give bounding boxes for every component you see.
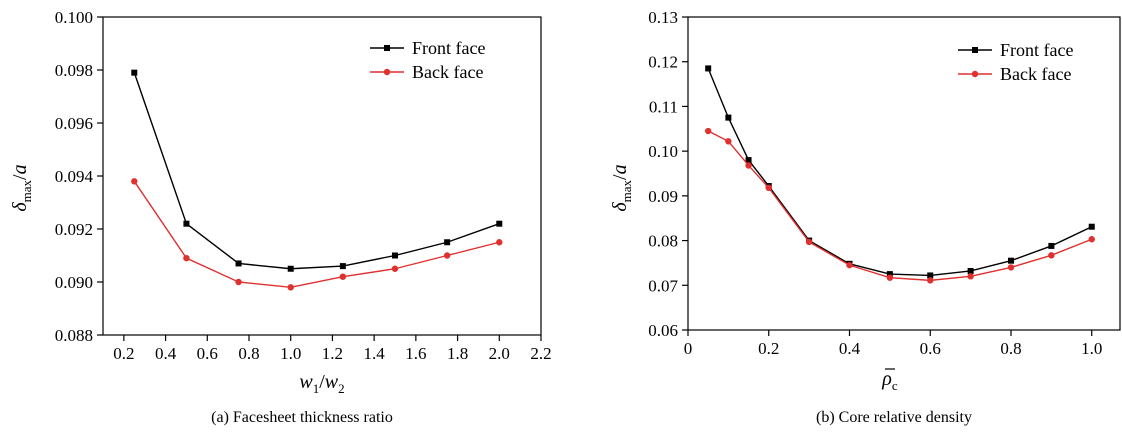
chart-b-y-tick-label: 0.11 <box>649 97 678 116</box>
chart-a-x-tick-label: 1.8 <box>447 344 468 363</box>
chart-a-series-front-face-point <box>287 265 294 272</box>
chart-b-x-tick-label: 0.4 <box>839 339 861 358</box>
chart-a-series-back-face-point <box>287 284 294 291</box>
chart-b-series-front-face-point <box>725 114 732 121</box>
chart-b-plot-frame <box>687 16 1121 331</box>
chart-a-series-back-face-point <box>183 254 190 262</box>
chart-b-x-tick-label: 0 <box>684 339 693 358</box>
chart-a-y-tick-label: 0.100 <box>55 8 93 27</box>
chart-b-series-back-face-point <box>1048 252 1055 259</box>
chart-b-series-front-face-point <box>886 271 893 278</box>
chart-a-series-front-face-line <box>133 72 500 270</box>
chart-b-y-tick-label: 0.09 <box>648 187 678 206</box>
chart-a-x-tick-label: 0.2 <box>113 344 134 363</box>
chart-a-legend-back-face-label: Back face <box>412 62 483 82</box>
chart-a-series-back-face-point <box>443 252 451 259</box>
chart-b-series-back-face-point <box>927 277 934 284</box>
chart-a-y-tick-label: 0.098 <box>55 61 93 80</box>
chart-b-x-tick-label: 0.8 <box>1000 339 1021 358</box>
chart-b-legend-back-face-label: Back face <box>1000 64 1071 84</box>
chart-a-xlabel: w1/w2 <box>299 371 344 396</box>
chart-a-x-tick-label: 2.0 <box>489 344 510 363</box>
chart-b-caption: (b) Core relative density <box>816 409 972 426</box>
chart-b-x-tick-label: 0.6 <box>920 339 941 358</box>
chart-a-series-front-face-point <box>444 239 451 246</box>
chart-a-x-tick-label: 1.2 <box>322 344 343 363</box>
chart-a-series-front-face-point <box>339 263 346 270</box>
chart-b-x-tick-label: 0.2 <box>758 339 779 358</box>
chart-a-series-back-face-point <box>235 278 242 286</box>
chart-b-legend-front-face-label: Front face <box>1000 40 1073 60</box>
chart-a-x-tick-label: 1.6 <box>405 344 426 363</box>
chart-a-ylabel: δmax/a <box>9 164 34 211</box>
chart-a-y-tick-label: 0.090 <box>55 273 93 292</box>
chart-a-legend-back-face-marker <box>383 68 391 76</box>
chart-b-xlabel: ρc <box>881 368 898 393</box>
chart-b-y-tick-label: 0.10 <box>648 142 678 161</box>
chart-a-y-tick-label: 0.094 <box>55 167 94 186</box>
chart-b-series-front-face-point <box>705 65 712 72</box>
chart-b-series-back-face-point <box>725 138 732 145</box>
chart-b-legend-back-face-marker <box>971 70 979 78</box>
chart-b-x-tick-label: 1.0 <box>1081 339 1102 358</box>
chart-a-series-back-face-point <box>391 265 399 272</box>
chart-b-series-back-face-point <box>1088 236 1095 243</box>
chart-a-x-tick-label: 1.4 <box>364 344 386 363</box>
svg-text:ρc: ρc <box>881 368 898 393</box>
svg-text:δmax/a: δmax/a <box>609 164 634 211</box>
chart-a-series-front-face-point <box>392 252 398 259</box>
chart-a-y-tick-label: 0.088 <box>55 326 93 345</box>
chart-b-series-front-face-point <box>927 272 934 279</box>
chart-a-y-tick-label: 0.096 <box>55 114 93 133</box>
chart-a-x-tick-label: 0.4 <box>155 344 177 363</box>
chart-a-legend-front-face-label: Front face <box>412 38 485 58</box>
chart-a-x-tick-label: 0.6 <box>197 344 218 363</box>
svg-text:δmax/a: δmax/a <box>9 164 34 211</box>
chart-b-series-front-face-point <box>1048 242 1055 249</box>
chart-b-y-tick-label: 0.08 <box>648 232 678 251</box>
chart-b-series-back-face-point <box>704 127 712 135</box>
chart-b-series-front-face-point <box>1007 257 1014 264</box>
chart-b-series-back-face-point <box>967 273 974 280</box>
chart-b-y-tick-label: 0.07 <box>648 276 678 295</box>
chart-b-series-back-face-point <box>745 162 752 169</box>
chart-a-x-tick-label: 1.0 <box>280 344 301 363</box>
chart-b-series-front-face-point <box>967 267 974 274</box>
chart-b-series-back-face-point <box>886 274 894 281</box>
chart-b-series-front-face-line <box>707 68 1093 277</box>
chart-b-y-tick-label: 0.06 <box>648 321 678 340</box>
chart-a-y-tick-label: 0.092 <box>55 220 93 239</box>
chart-a-series-front-face-point <box>183 220 190 227</box>
chart-b-ylabel: δmax/a <box>609 164 634 211</box>
chart-b-y-tick-label: 0.13 <box>648 8 678 27</box>
svg-text:w1/w2: w1/w2 <box>299 371 344 396</box>
chart-a-x-tick-label: 2.2 <box>530 344 551 363</box>
chart-a-series-back-face-point <box>496 239 503 246</box>
chart-b-series-front-face-point <box>1088 223 1095 230</box>
chart-a-series-back-face-point <box>131 178 138 185</box>
chart-b-series-back-face-point <box>765 184 772 192</box>
chart-b-series-back-face-line <box>707 130 1092 282</box>
chart-a-x-tick-label: 0.8 <box>238 344 259 363</box>
chart-b: 0 0.2 0.4 0.6 0.8 1.0 0.06 0.07 0.08 0.09 0.10 0.11… <box>648 8 1121 426</box>
chart-b-series-back-face-point <box>846 261 853 269</box>
chart-b-series-front-face-point <box>745 157 752 164</box>
chart-a-series-front-face-point <box>131 69 138 76</box>
chart-a-caption: (a) Facesheet thickness ratio <box>211 409 393 426</box>
chart-b-legend-front-face-marker <box>972 47 978 53</box>
chart-a-series-front-face-point <box>496 220 503 227</box>
chart-a-series-back-face-point <box>339 273 347 280</box>
chart-b-y-tick-label: 0.12 <box>648 53 678 72</box>
chart-b-series-back-face-point <box>1007 264 1015 271</box>
chart-a-legend-front-face-marker <box>384 45 390 51</box>
chart-a: 0.2 0.4 0.6 0.8 1.0 1.2 1.4 1.6 1.8 2.0 2.2 0.088 0.… <box>55 8 552 426</box>
chart-a-series-front-face-point <box>235 260 242 267</box>
chart-a-series-back-face-line <box>133 180 500 289</box>
chart-b-series-back-face-point <box>805 238 813 246</box>
